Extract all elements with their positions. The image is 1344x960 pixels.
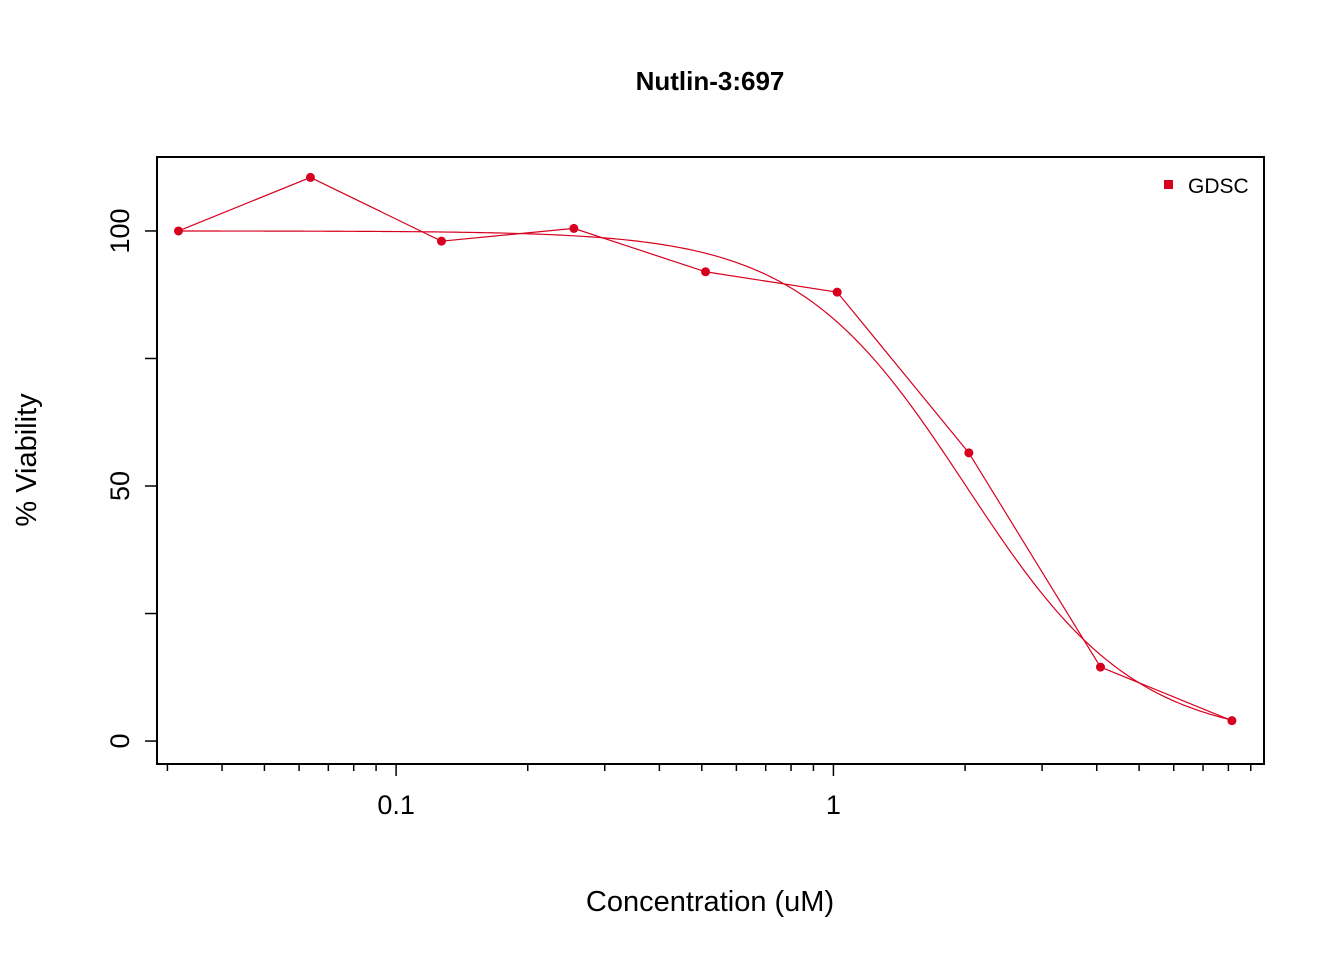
y-axis: 0 50 100: [105, 208, 157, 749]
fitted-curve: [178, 230, 1233, 721]
y-tick-label: 0: [105, 734, 135, 749]
data-point: [436, 236, 446, 246]
x-axis: 0.1 1: [166, 764, 1252, 820]
data-point: [305, 172, 315, 182]
series-line-gdsc: [178, 176, 1233, 722]
data-point: [569, 223, 579, 233]
x-axis-label: Concentration (uM): [586, 886, 834, 918]
data-point: [832, 287, 842, 297]
legend-marker-gdsc: [1164, 180, 1173, 189]
x-tick-label: 0.1: [377, 790, 415, 820]
data-point: [964, 448, 974, 458]
y-axis-label: % Viability: [11, 393, 43, 527]
data-point: [1095, 662, 1105, 672]
data-point: [1227, 716, 1237, 726]
data-point: [701, 267, 711, 277]
plot-area-frame: [156, 156, 1265, 765]
legend-label-gdsc: GDSC: [1188, 175, 1249, 198]
y-tick-label: 50: [105, 471, 135, 501]
plot-content: [173, 172, 1237, 726]
y-tick-label: 100: [105, 208, 135, 253]
x-tick-label: 1: [826, 790, 841, 820]
chart-title: Nutlin-3:697: [636, 66, 785, 96]
data-point: [173, 226, 183, 236]
legend: GDSC: [1164, 175, 1249, 198]
